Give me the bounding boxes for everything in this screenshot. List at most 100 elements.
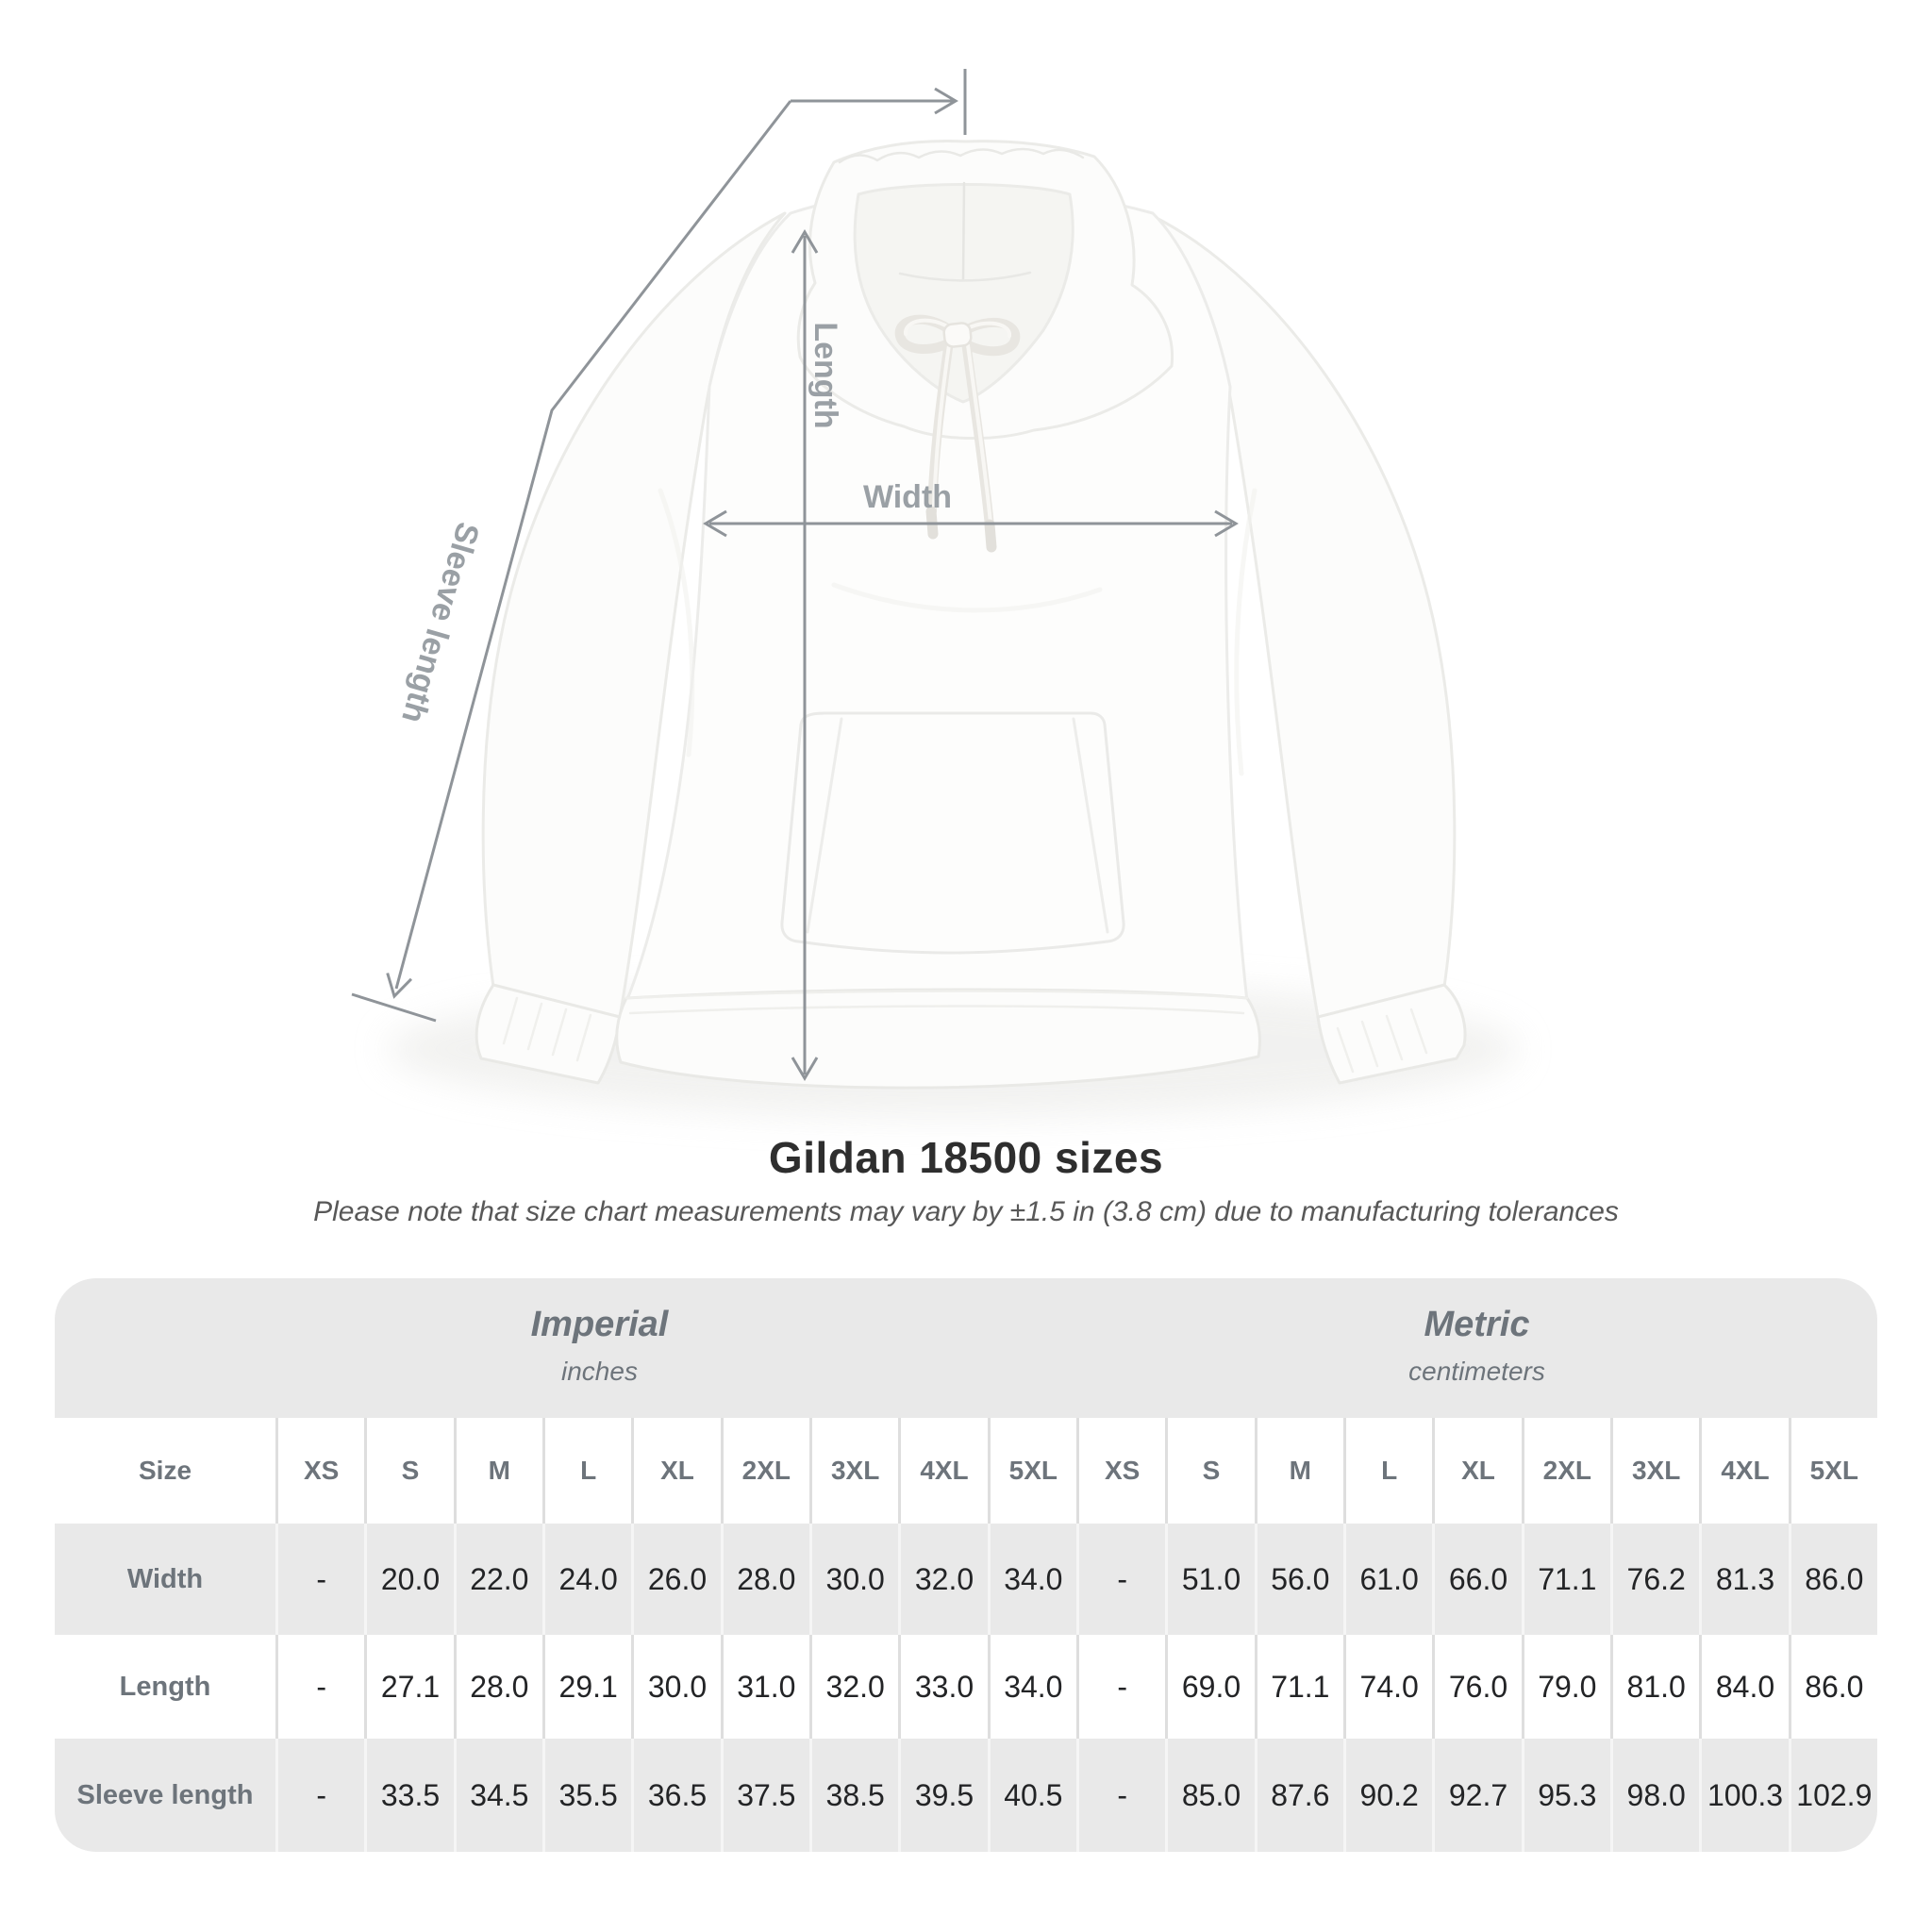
width-metric-3xl: 76.2 [1610, 1524, 1700, 1635]
sleeve-metric-s: 85.0 [1165, 1739, 1255, 1852]
length-metric-5xl: 86.0 [1788, 1635, 1877, 1739]
header-metric-xs: XS [1076, 1418, 1166, 1524]
measurement-overlay [351, 69, 1238, 1080]
length-imperial-4xl: 33.0 [898, 1635, 988, 1739]
width-imperial-xs: - [275, 1524, 365, 1635]
row-label-width: Width [55, 1524, 275, 1635]
header-metric-5xl: 5XL [1788, 1418, 1877, 1524]
sleeve-imperial-l: 35.5 [542, 1739, 632, 1852]
page-title: Gildan 18500 sizes [768, 1133, 1164, 1182]
hood-back-seam [898, 271, 1032, 282]
length-imperial-l: 29.1 [542, 1635, 632, 1739]
header-imperial-xs: XS [275, 1418, 365, 1524]
imperial-unit: inches [561, 1357, 638, 1386]
length-imperial-2xl: 31.0 [720, 1635, 809, 1739]
width-imperial-m: 22.0 [453, 1524, 542, 1635]
sleeve-metric-4xl: 100.3 [1699, 1739, 1789, 1852]
length-imperial-s: 27.1 [364, 1635, 454, 1739]
length-imperial-m: 28.0 [453, 1635, 542, 1739]
imperial-label: Imperial [530, 1305, 669, 1344]
sleeve-imperial-xl: 36.5 [631, 1739, 721, 1852]
length-metric-l: 74.0 [1343, 1635, 1433, 1739]
header-metric-m: M [1254, 1418, 1343, 1524]
length-imperial-5xl: 34.0 [987, 1635, 1076, 1739]
header-imperial-l: L [542, 1418, 632, 1524]
length-metric-4xl: 84.0 [1699, 1635, 1789, 1739]
header-metric-2xl: 2XL [1521, 1418, 1610, 1524]
sleeve-imperial-4xl: 39.5 [898, 1739, 988, 1852]
row-label-length: Length [55, 1635, 275, 1739]
width-metric-5xl: 86.0 [1788, 1524, 1877, 1635]
metric-unit: centimeters [1408, 1357, 1545, 1386]
header-metric-xl: XL [1432, 1418, 1522, 1524]
length-metric-s: 69.0 [1165, 1635, 1255, 1739]
sleeve-imperial-m: 34.5 [453, 1739, 542, 1852]
waistband-seams [625, 990, 1249, 1015]
width-metric-l: 61.0 [1343, 1524, 1433, 1635]
width-metric-m: 56.0 [1254, 1524, 1343, 1635]
width-imperial-5xl: 34.0 [987, 1524, 1076, 1635]
sleeve-metric-xs: - [1076, 1739, 1166, 1852]
tolerance-note: Please note that size chart measurements… [313, 1196, 1619, 1227]
sleeve-metric-xl: 92.7 [1432, 1739, 1522, 1852]
width-metric-2xl: 71.1 [1521, 1524, 1610, 1635]
size-column-header: Size [55, 1418, 275, 1524]
length-imperial-xs: - [275, 1635, 365, 1739]
header-metric-s: S [1165, 1418, 1255, 1524]
drawstring-knot [942, 322, 973, 348]
hood-top-gather [838, 147, 1085, 164]
header-metric-4xl: 4XL [1699, 1418, 1789, 1524]
length-metric-xs: - [1076, 1635, 1166, 1739]
sleeve-metric-3xl: 98.0 [1610, 1739, 1700, 1852]
sleeve-metric-m: 87.6 [1254, 1739, 1343, 1852]
header-imperial-5xl: 5XL [987, 1418, 1076, 1524]
metric-label: Metric [1424, 1305, 1530, 1344]
header-imperial-3xl: 3XL [809, 1418, 899, 1524]
hoodie-illustration [475, 140, 1467, 1090]
sleeve-metric-l: 90.2 [1343, 1739, 1433, 1852]
right-cuff-ribs [1336, 1008, 1428, 1074]
sleeve-imperial-3xl: 38.5 [809, 1739, 899, 1852]
right-cuff [1316, 983, 1467, 1085]
sleeve-imperial-2xl: 37.5 [720, 1739, 809, 1852]
sleeve-imperial-5xl: 40.5 [987, 1739, 1076, 1852]
width-metric-s: 51.0 [1165, 1524, 1255, 1635]
length-metric-2xl: 79.0 [1521, 1635, 1610, 1739]
fabric-wrinkles [658, 488, 1257, 776]
header-imperial-s: S [364, 1418, 454, 1524]
waistband [615, 988, 1261, 1090]
sleeve-length-label: Sleeve length [394, 518, 486, 726]
imperial-section-header: Imperial inches [55, 1278, 1076, 1418]
kangaroo-pocket [780, 711, 1125, 955]
length-metric-xl: 76.0 [1432, 1635, 1522, 1739]
sleeve-metric-2xl: 95.3 [1521, 1739, 1610, 1852]
header-imperial-xl: XL [631, 1418, 721, 1524]
hood-center-seam [961, 181, 966, 281]
length-label: Length [808, 322, 843, 428]
width-imperial-xl: 26.0 [631, 1524, 721, 1635]
pocket-opening-seams [806, 717, 1109, 934]
length-measure [791, 230, 819, 1080]
sleeve-metric-5xl: 102.9 [1788, 1739, 1877, 1852]
width-imperial-4xl: 32.0 [898, 1524, 988, 1635]
right-sleeve [1153, 215, 1457, 1019]
width-metric-4xl: 81.3 [1699, 1524, 1789, 1635]
header-imperial-4xl: 4XL [898, 1418, 988, 1524]
length-imperial-3xl: 32.0 [809, 1635, 899, 1739]
width-imperial-2xl: 28.0 [720, 1524, 809, 1635]
metric-section-header: Metric centimeters [1076, 1278, 1877, 1418]
width-imperial-3xl: 30.0 [809, 1524, 899, 1635]
left-cuff-ribs [502, 996, 592, 1062]
header-metric-l: L [1343, 1418, 1433, 1524]
sleeve-end-tick [351, 992, 437, 1023]
width-metric-xl: 66.0 [1432, 1524, 1522, 1635]
length-metric-3xl: 81.0 [1610, 1635, 1700, 1739]
size-table: Imperial inches Metric centimeters Size … [55, 1278, 1877, 1852]
width-metric-xs: - [1076, 1524, 1166, 1635]
length-imperial-xl: 30.0 [631, 1635, 721, 1739]
width-imperial-l: 24.0 [542, 1524, 632, 1635]
header-imperial-2xl: 2XL [720, 1418, 809, 1524]
sleeve-imperial-s: 33.5 [364, 1739, 454, 1852]
